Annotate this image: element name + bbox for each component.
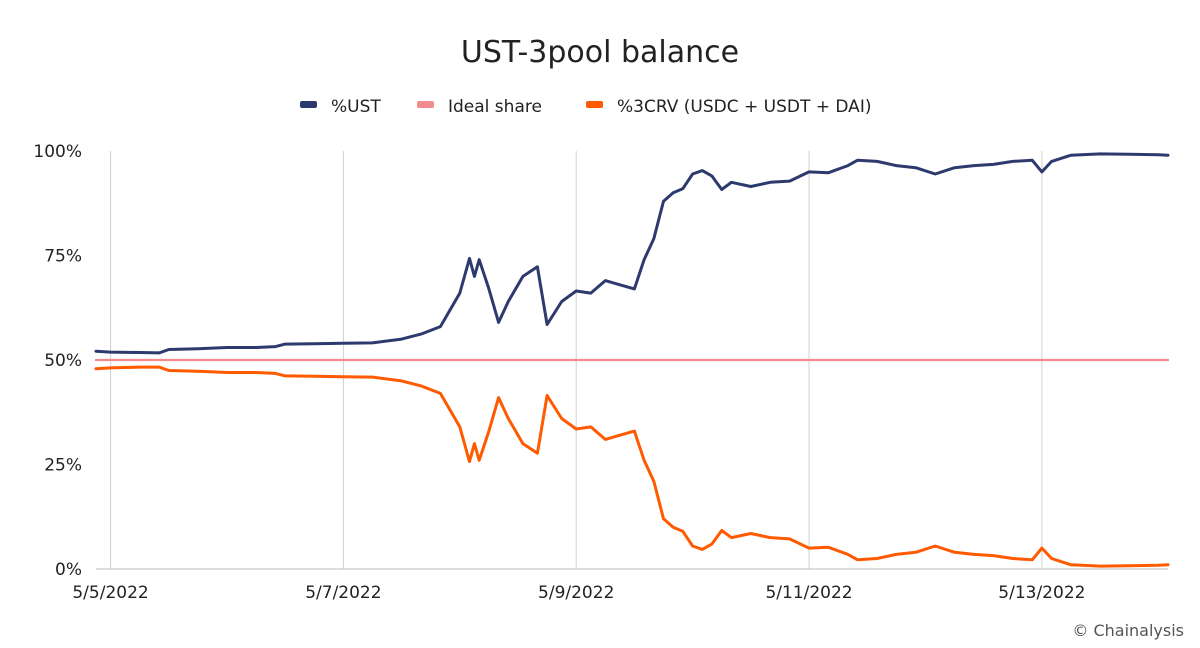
legend-label: Ideal share [448, 97, 542, 117]
x-axis: 5/5/2022 5/7/2022 5/9/2022 5/11/2022 5/13/20… [72, 583, 1085, 603]
legend-swatch [417, 101, 434, 108]
y-tick-label: 75% [44, 247, 82, 267]
x-tick-label: 5/5/2022 [72, 583, 148, 603]
y-axis: 0% 25% 50% 75% 100% [33, 142, 82, 580]
x-tick-label: 5/7/2022 [305, 583, 381, 603]
legend: %UST Ideal share %3CRV (USDC + USDT + DAI) [300, 97, 871, 117]
y-tick-label: 0% [55, 560, 82, 580]
chart-title: UST-3pool balance [461, 35, 739, 70]
chart-credit: © Chainalysis [1072, 621, 1184, 640]
series-lines [94, 152, 1170, 568]
legend-swatch [300, 101, 317, 108]
legend-swatch [586, 101, 603, 108]
y-tick-label: 100% [33, 142, 82, 162]
x-tick-label: 5/13/2022 [998, 583, 1085, 603]
series-line-0 [94, 152, 1170, 355]
series-line-2 [94, 365, 1170, 568]
x-tick-label: 5/9/2022 [538, 583, 614, 603]
x-tick-label: 5/11/2022 [765, 583, 852, 603]
legend-label: %UST [331, 97, 381, 117]
legend-label: %3CRV (USDC + USDT + DAI) [617, 97, 871, 117]
y-tick-label: 50% [44, 351, 82, 371]
y-tick-label: 25% [44, 456, 82, 476]
